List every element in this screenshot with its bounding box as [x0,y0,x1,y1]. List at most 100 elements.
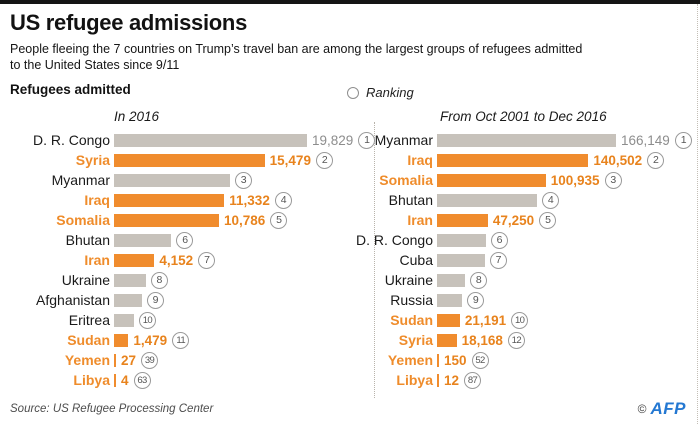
rank-badge: 11 [172,331,190,349]
bar [437,173,546,187]
section-label: Refugees admitted [10,82,131,97]
rank-badge: 87 [464,371,482,389]
value-label: 47,250 [492,212,535,228]
bar-row: Sudan 21,191 10 [345,310,697,330]
rank-badge: 3 [234,171,252,189]
bar-row: D. R. Congo 6 [345,230,697,250]
rank-badge: 6 [176,231,194,249]
bar [114,193,225,207]
bar [437,373,439,387]
value-label: 19,829 [312,132,354,148]
rank-badge: 10 [511,311,529,329]
chart-title-cumulative: From Oct 2001 to Dec 2016 [440,109,607,124]
value-label: 12 [444,372,460,388]
bar [114,313,134,327]
ranking-legend-label: Ranking [366,85,414,100]
bar [114,173,230,187]
afp-logo: AFP [650,399,686,418]
bar [437,133,616,147]
country-label: Syria [75,152,110,168]
bar-row: Somalia 10,786 5 [0,210,374,230]
subtitle-line-2: to the United States since 9/11 [10,57,180,72]
rank-badge: 9 [146,291,164,309]
chart-2016-rows: D. R. Congo 19,829 1 Syria 15,479 2 Myanmar 3 Ir… [0,130,376,390]
bar [114,253,155,267]
bar-row: Libya 4 63 [0,370,374,390]
value-label: 166,149 [621,132,670,148]
bar-row: Syria 15,479 2 [0,150,374,170]
ranking-legend: Ranking [347,85,414,100]
rank-badge: 39 [141,351,159,369]
value-label: 1,479 [133,332,168,348]
rank-badge: 5 [270,211,288,229]
value-label: 11,332 [229,192,270,208]
value-label: 27 [121,352,137,368]
value-label: 15,479 [269,152,311,168]
bar [114,273,146,287]
bar [114,153,265,167]
value-label: 140,502 [593,152,643,168]
country-label: Iraq [84,192,110,208]
bar-row: Iraq 11,332 4 [0,190,374,210]
bar [437,293,462,307]
bar-row: Sudan 1,479 11 [0,330,374,350]
country-label: Afghanistan [36,292,110,308]
rank-badge: 8 [150,271,168,289]
bar-row: Iran 4,152 7 [0,250,374,270]
bar-row: Yemen 27 39 [0,350,374,370]
bar-row: Syria 18,168 12 [345,330,697,350]
country-label: Yemen [64,352,110,368]
bar [437,353,439,367]
bar-row: Eritrea 10 [0,310,374,330]
bar-row: Ukraine 8 [0,270,374,290]
country-label: D. R. Congo [355,232,433,248]
bar-row: Somalia 100,935 3 [345,170,697,190]
ranking-circle-icon [347,86,359,99]
country-label: Sudan [390,312,433,328]
bar [437,213,488,227]
country-label: Sudan [67,332,110,348]
bar-row: Iran 47,250 5 [345,210,697,230]
country-label: Syria [398,332,433,348]
bar-row: Cuba 7 [345,250,697,270]
value-label: 21,191 [464,312,507,328]
bar [437,313,460,327]
chart-cumulative-rows: Myanmar 166,149 1 Iraq 140,502 2 Somalia 100,93… [345,130,697,390]
charts-divider [374,122,375,398]
rank-badge: 63 [133,371,151,389]
rank-badge: 4 [541,191,559,209]
rank-badge: 1 [674,131,692,149]
bar [114,373,116,387]
country-label: Ukraine [61,272,110,288]
bar [114,133,307,147]
bar [437,253,485,267]
rank-badge: 7 [198,251,216,269]
country-label: Myanmar [51,172,110,188]
right-dotted-border [697,4,698,424]
country-label: Bhutan [65,232,110,248]
rank-badge: 10 [138,311,156,329]
country-label: Eritrea [68,312,110,328]
rank-badge: 1 [358,131,376,149]
bar [437,153,589,167]
bar-row: Bhutan 4 [345,190,697,210]
rank-badge: 52 [471,351,489,369]
bar-row: Myanmar 3 [0,170,374,190]
country-label: D. R. Congo [32,132,110,148]
country-label: Yemen [387,352,433,368]
country-label: Bhutan [388,192,433,208]
rank-badge: 4 [274,191,292,209]
bar-row: Ukraine 8 [345,270,697,290]
source-note: Source: US Refugee Processing Center [10,403,214,415]
rank-badge: 3 [604,171,622,189]
copyright-symbol: © [637,402,647,416]
bar-row: D. R. Congo 19,829 1 [0,130,376,150]
country-label: Iran [84,252,110,268]
value-label: 100,935 [550,172,600,188]
bar [114,293,142,307]
bar [114,233,172,247]
rank-badge: 8 [470,271,487,289]
rank-badge: 9 [466,291,484,309]
value-label: 4 [121,372,129,388]
country-label: Somalia [56,212,110,228]
